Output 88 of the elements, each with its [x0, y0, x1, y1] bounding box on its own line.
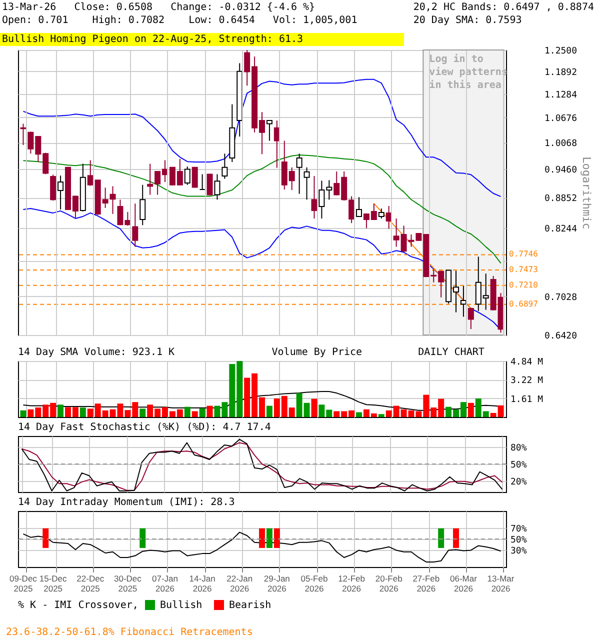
ref-line-label: 0.7210: [509, 280, 538, 290]
x-tick-label: 12-Feb 2026: [338, 574, 366, 594]
x-tick-label: 20-Feb 2026: [375, 574, 403, 594]
text: 20,2 HC Bands: 0.6497 , 0.8874: [413, 1, 594, 14]
candlestick: [296, 153, 302, 194]
candlestick: [222, 153, 228, 180]
x-tick-label: 05-Feb 2026: [300, 574, 328, 594]
bar: [311, 398, 318, 417]
chart-title: 14 Day Fast Stochastic (%K) (%D): 4.7 17.4: [18, 422, 271, 433]
candlestick: [266, 120, 272, 142]
ref-line-label: 0.7473: [509, 265, 538, 274]
line-series: [22, 208, 502, 330]
y-tick-label: 0.6420: [544, 332, 578, 342]
bar: [192, 411, 198, 417]
text: DAILY CHART: [418, 347, 484, 358]
y-tick-label: 1.61 M: [510, 394, 544, 405]
candlestick: [199, 174, 206, 191]
y-tick-label: 70%: [510, 524, 528, 534]
bar: [266, 406, 272, 417]
x-tick-label: 29-Jan 2026: [264, 574, 290, 594]
bar: [378, 414, 384, 417]
candlestick: [304, 166, 310, 200]
y-tick-label: 3.22 M: [510, 376, 544, 386]
y-tick-label: 50%: [510, 536, 528, 546]
y-tick-label: 1.1284: [544, 90, 578, 100]
bar: [356, 412, 362, 417]
bar: [140, 408, 146, 417]
bar: [58, 404, 64, 417]
candlestick: [87, 160, 94, 186]
bar: [20, 410, 26, 417]
bar: [199, 408, 206, 417]
candlestick: [460, 285, 466, 318]
y-tick-label: 1.2500: [544, 46, 578, 56]
line-series: [22, 78, 502, 198]
candlestick: [50, 174, 56, 202]
candlestick: [311, 176, 318, 219]
y-tick-label: 80%: [510, 444, 528, 454]
x-tick-label: 14-Jan 2026: [189, 574, 216, 594]
chart-title: 14 Day SMA Volume: 923.1 K: [18, 347, 175, 358]
y-tick-label: 50%: [510, 460, 528, 470]
x-tick-label: 22-Jan 2026: [226, 574, 253, 594]
x-tick-label: 13-Mar 2026: [487, 574, 514, 594]
text: 23.6-38.2-50-61.8% Fibonacci Retracements: [5, 627, 254, 638]
legend-label: Bearish: [229, 600, 272, 611]
y-tick-label: 20%: [510, 477, 528, 488]
y-tick-label: 1.1892: [544, 68, 578, 78]
x-tick-label: 27-Feb 2026: [412, 574, 440, 594]
y-tick-label: 0.8244: [544, 224, 578, 235]
candlestick: [214, 174, 220, 200]
bar: [80, 408, 86, 417]
candlestick: [132, 203, 138, 248]
ref-line-label: 0.7746: [509, 250, 538, 259]
candlestick: [20, 123, 26, 146]
x-tick-label: 07-Jan 2026: [152, 574, 178, 594]
text: Open: 0.701 High: 0.7082 Low: 0.6454 Vol: 1,005,001: [2, 14, 358, 27]
candlestick: [58, 175, 64, 210]
y-tick-label: 0.8852: [544, 194, 578, 204]
x-tick-label: 09-Dec 2025: [10, 574, 38, 594]
candlestick: [184, 166, 190, 186]
legend-label: Bullish: [160, 600, 202, 611]
candlestick: [356, 196, 362, 218]
line-series: [22, 532, 502, 562]
bar: [468, 402, 474, 417]
chart-title: Bullish Homing Pigeon on 22-Aug-25, Strength: 61.3: [0, 33, 404, 46]
y-tick-label: 1.0676: [544, 114, 578, 124]
bar: [184, 406, 190, 417]
text: 20 Day SMA: 0.7593: [413, 14, 523, 27]
candlestick: [206, 173, 213, 196]
bar: [206, 406, 213, 417]
text: Volume By Price: [272, 347, 362, 358]
line-series: [22, 154, 502, 264]
y-tick-label: 0.9460: [544, 166, 578, 176]
legend-title: % K - IMI Crossover,: [18, 600, 138, 611]
text: 13-Mar-26 Close: 0.6508 Change: -0.0312 {-4.6 %}: [2, 1, 316, 14]
x-tick-label: 22-Dec 2025: [76, 574, 105, 594]
y-axis-title: Logarithmic: [580, 156, 594, 230]
candlestick: [468, 307, 474, 330]
y-tick-label: 4.84 M: [510, 358, 544, 368]
y-tick-label: 30%: [510, 546, 528, 557]
candlestick: [378, 208, 384, 219]
y-tick-label: 0.7028: [544, 292, 578, 303]
y-tick-label: 1.0068: [544, 139, 578, 150]
candlestick: [140, 184, 146, 226]
ref-line-label: 0.6897: [509, 299, 538, 308]
chart-title: 14 Day Intraday Momentum (IMI): 28.3: [18, 497, 235, 508]
x-tick-label: 06-Mar 2026: [450, 574, 478, 594]
x-tick-label: 15-Dec 2025: [39, 574, 68, 594]
x-tick-label: 30-Dec 2025: [114, 574, 142, 594]
